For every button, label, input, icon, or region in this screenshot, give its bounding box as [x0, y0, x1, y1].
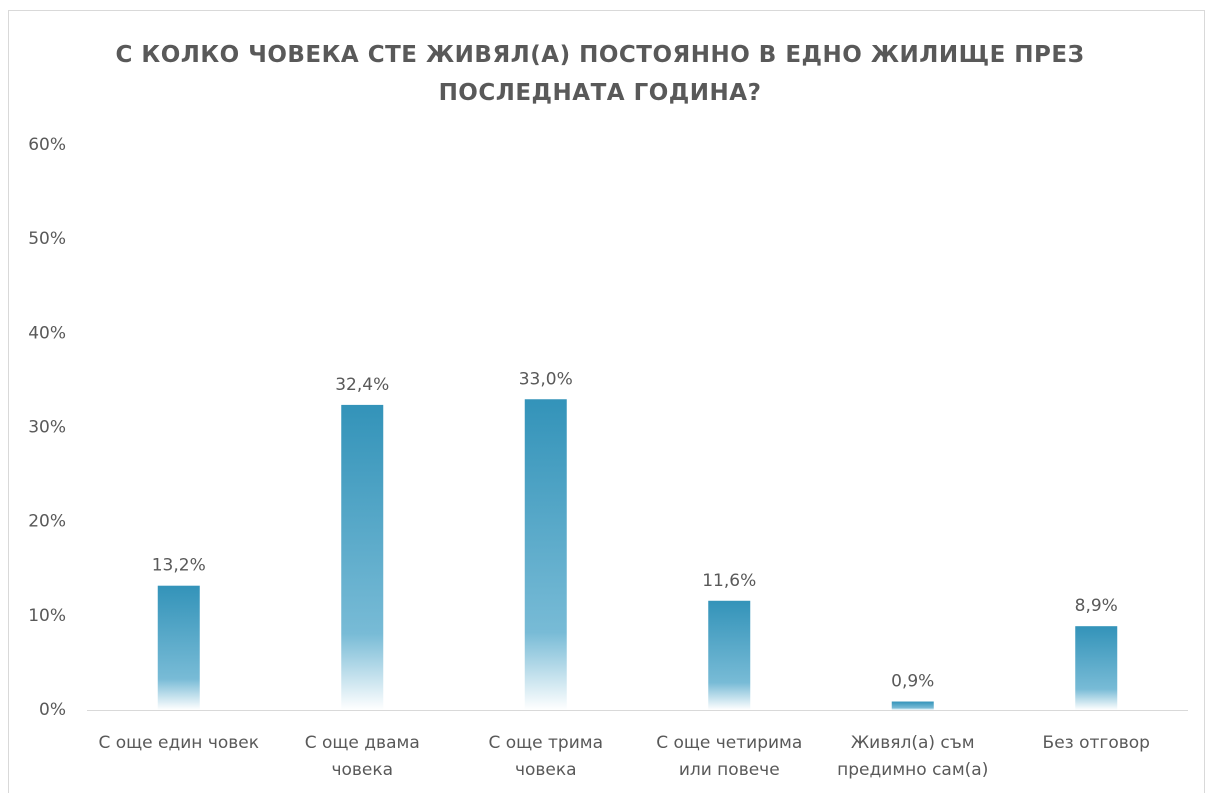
y-tick-label: 20%: [28, 512, 66, 532]
y-tick-label: 30%: [28, 418, 66, 438]
y-tick-label: 40%: [28, 323, 66, 343]
data-label: 11,6%: [702, 571, 756, 591]
data-label: 32,4%: [335, 375, 389, 395]
x-tick-label: Без отговор: [1042, 733, 1150, 753]
bar: [1075, 626, 1118, 710]
y-tick-label: 0%: [39, 700, 66, 720]
bar: [708, 600, 751, 710]
data-label: 0,9%: [891, 672, 934, 692]
data-label: 8,9%: [1075, 596, 1118, 616]
y-tick-label: 10%: [28, 606, 66, 626]
chart-title: С КОЛКО ЧОВЕКА СТЕ ЖИВЯЛ(А) ПОСТОЯННО В …: [115, 42, 1085, 106]
x-tick-label: С още двама човека: [304, 733, 420, 780]
x-tick-label: С още трима човека: [488, 733, 604, 780]
data-label: 33,0%: [519, 369, 573, 389]
bar: [341, 404, 384, 710]
y-tick-label: 50%: [28, 229, 66, 249]
x-tick-label: С още един човек: [98, 733, 260, 753]
bar: [524, 399, 567, 710]
bar: [157, 585, 200, 710]
bar: [891, 701, 934, 710]
x-tick-label: Живял(а) съм предимно сам(а): [837, 733, 989, 780]
chart-border: [8, 10, 1205, 793]
x-tick-label: С още четирима или повече: [656, 733, 803, 780]
data-label: 13,2%: [152, 556, 206, 576]
y-tick-label: 60%: [28, 135, 66, 155]
